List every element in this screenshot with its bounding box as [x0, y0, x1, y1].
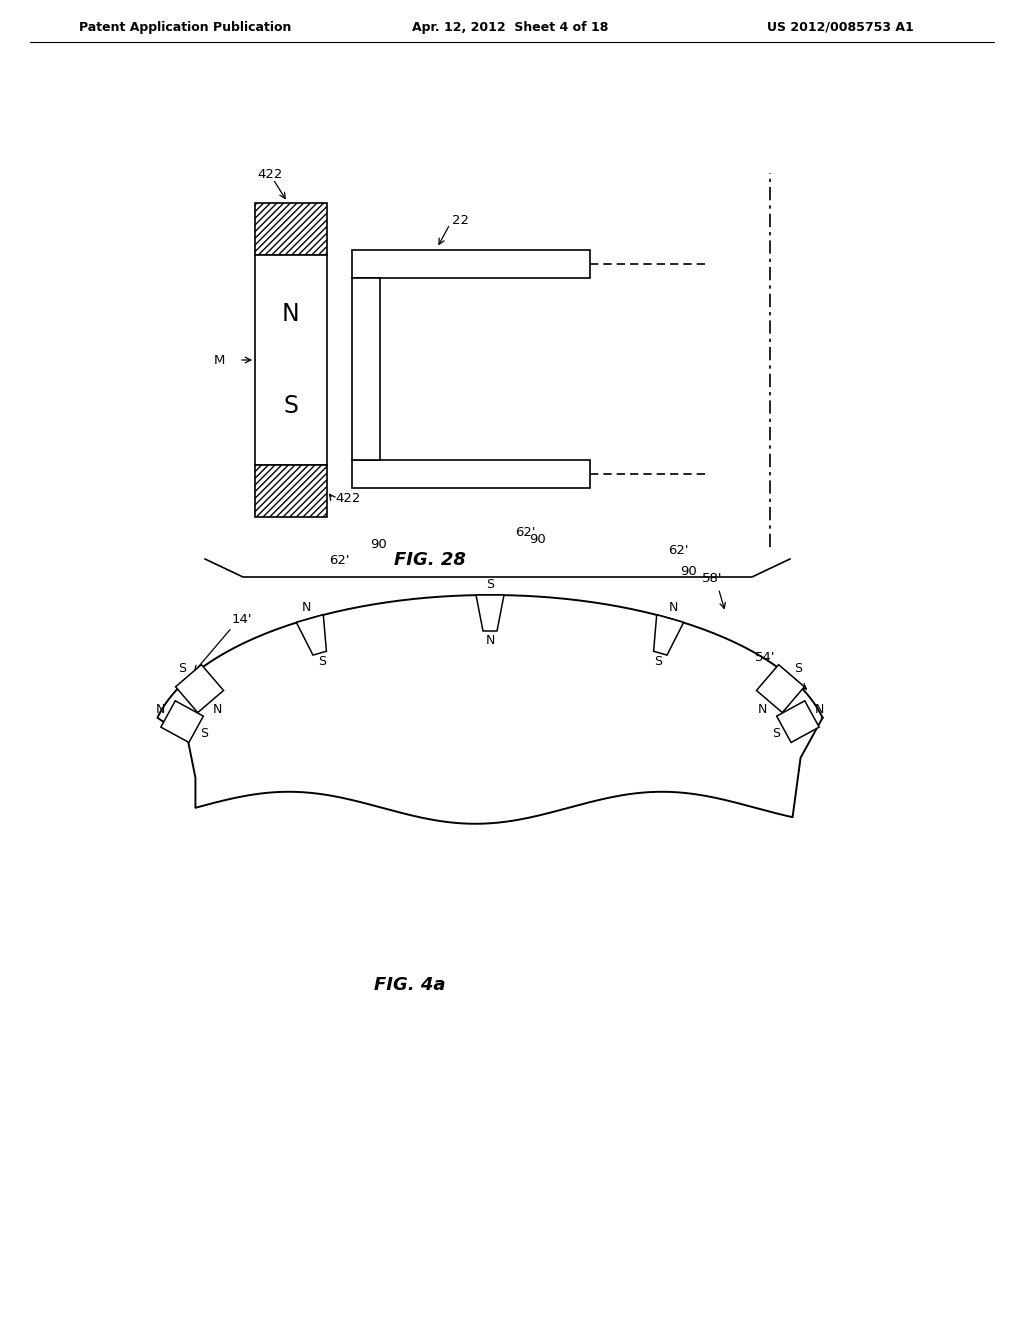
- Text: Apr. 12, 2012  Sheet 4 of 18: Apr. 12, 2012 Sheet 4 of 18: [412, 21, 608, 33]
- Bar: [352, 459, 590, 488]
- Text: S: S: [200, 727, 208, 741]
- Text: 422: 422: [335, 492, 360, 506]
- Polygon shape: [175, 665, 223, 713]
- Polygon shape: [653, 615, 684, 655]
- Text: N: N: [302, 602, 311, 615]
- Text: 90: 90: [371, 537, 387, 550]
- Text: 62': 62': [668, 544, 688, 557]
- Text: S: S: [794, 661, 802, 675]
- Text: N: N: [283, 302, 300, 326]
- Text: 54': 54': [755, 651, 775, 664]
- Text: N: N: [212, 702, 222, 715]
- Text: 422: 422: [257, 169, 283, 181]
- Text: S: S: [772, 727, 780, 741]
- Text: S: S: [178, 661, 186, 675]
- Text: 62': 62': [330, 554, 350, 568]
- Bar: [255, 255, 327, 465]
- Text: M: M: [214, 354, 225, 367]
- Text: S: S: [654, 655, 662, 668]
- Text: 90: 90: [680, 565, 697, 578]
- Text: N: N: [669, 602, 678, 615]
- Text: S: S: [284, 395, 299, 418]
- Text: US 2012/0085753 A1: US 2012/0085753 A1: [767, 21, 913, 33]
- Bar: [352, 279, 380, 459]
- Text: N: N: [815, 704, 824, 717]
- Text: N: N: [156, 704, 165, 717]
- Text: FIG. 4a: FIG. 4a: [374, 975, 445, 994]
- Text: 22: 22: [452, 214, 469, 227]
- Text: S: S: [318, 655, 327, 668]
- Text: 90: 90: [528, 533, 546, 546]
- Text: 58': 58': [702, 572, 723, 585]
- Text: Patent Application Publication: Patent Application Publication: [79, 21, 291, 33]
- Bar: [255, 465, 327, 517]
- Bar: [255, 203, 327, 255]
- Polygon shape: [476, 595, 504, 631]
- Text: N: N: [758, 702, 768, 715]
- Polygon shape: [296, 615, 327, 655]
- Text: 14': 14': [231, 612, 252, 626]
- Polygon shape: [161, 701, 204, 742]
- Text: N: N: [485, 634, 495, 647]
- Bar: [352, 249, 590, 279]
- Polygon shape: [757, 665, 805, 713]
- Text: 62': 62': [515, 527, 536, 540]
- Text: FIG. 28: FIG. 28: [394, 550, 466, 569]
- Text: S: S: [486, 578, 494, 590]
- Polygon shape: [776, 701, 819, 742]
